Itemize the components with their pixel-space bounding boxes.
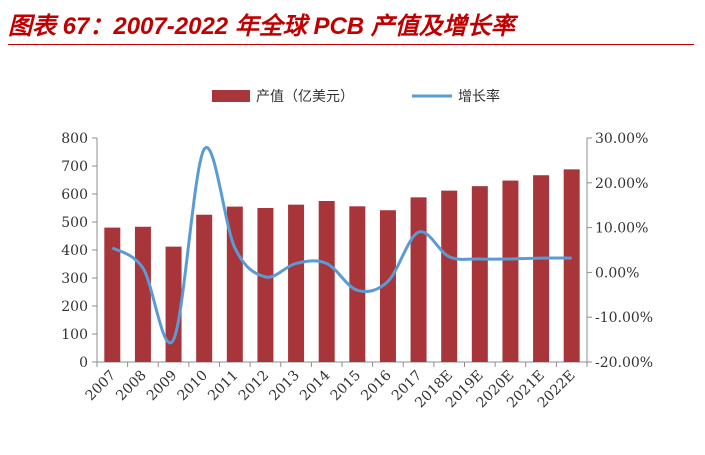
right-tick-label: 10.00% — [595, 221, 648, 237]
legend-label-output: 产值（亿美元） — [256, 89, 354, 105]
bar — [349, 206, 366, 362]
bar — [471, 186, 488, 362]
bar — [226, 206, 243, 362]
right-tick-label: 30.00% — [595, 131, 648, 147]
bar — [257, 208, 274, 362]
right-tick-label: -20.00% — [595, 355, 653, 371]
x-tick-label: 2008 — [113, 368, 150, 405]
left-tick-label: 800 — [61, 131, 88, 147]
right-tick-label: -10.00% — [595, 310, 653, 326]
bar — [134, 226, 151, 362]
title-divider — [8, 44, 694, 45]
bar — [288, 204, 305, 362]
x-tick-label: 2014 — [297, 367, 334, 404]
left-tick-label: 0 — [79, 355, 88, 371]
bar — [533, 175, 550, 362]
x-tick-label: 2012 — [236, 368, 273, 405]
bar — [196, 214, 213, 362]
page-title: 图表 67：2007-2022 年全球 PCB 产值及增长率 — [8, 13, 515, 40]
left-tick-label: 500 — [61, 215, 88, 231]
left-tick-label: 700 — [61, 159, 88, 175]
x-tick-label: 2007 — [83, 368, 120, 405]
legend-label-growth: 增长率 — [458, 88, 500, 105]
bar — [502, 180, 519, 362]
x-tick-label: 2015 — [328, 368, 365, 405]
left-tick-label: 400 — [61, 243, 88, 259]
right-tick-label: 0.00% — [595, 265, 639, 281]
bar — [410, 197, 427, 362]
bar — [104, 227, 121, 362]
left-tick-label: 100 — [61, 327, 88, 343]
bar — [379, 210, 396, 362]
growth-rate-line — [111, 146, 572, 345]
x-tick-label: 2013 — [266, 368, 303, 405]
left-tick-label: 600 — [61, 187, 88, 203]
bar — [318, 201, 335, 362]
left-tick-label: 300 — [61, 271, 88, 287]
x-tick-label: 2009 — [144, 368, 181, 405]
right-tick-label: 20.00% — [595, 176, 648, 192]
bar — [563, 169, 580, 362]
left-tick-label: 200 — [61, 299, 88, 315]
x-tick-label: 2010 — [175, 368, 212, 405]
bar — [441, 190, 458, 362]
bar — [165, 246, 182, 362]
legend-swatch-output — [212, 90, 250, 102]
x-tick-label: 2011 — [205, 368, 242, 405]
x-tick-label: 2016 — [358, 367, 395, 404]
